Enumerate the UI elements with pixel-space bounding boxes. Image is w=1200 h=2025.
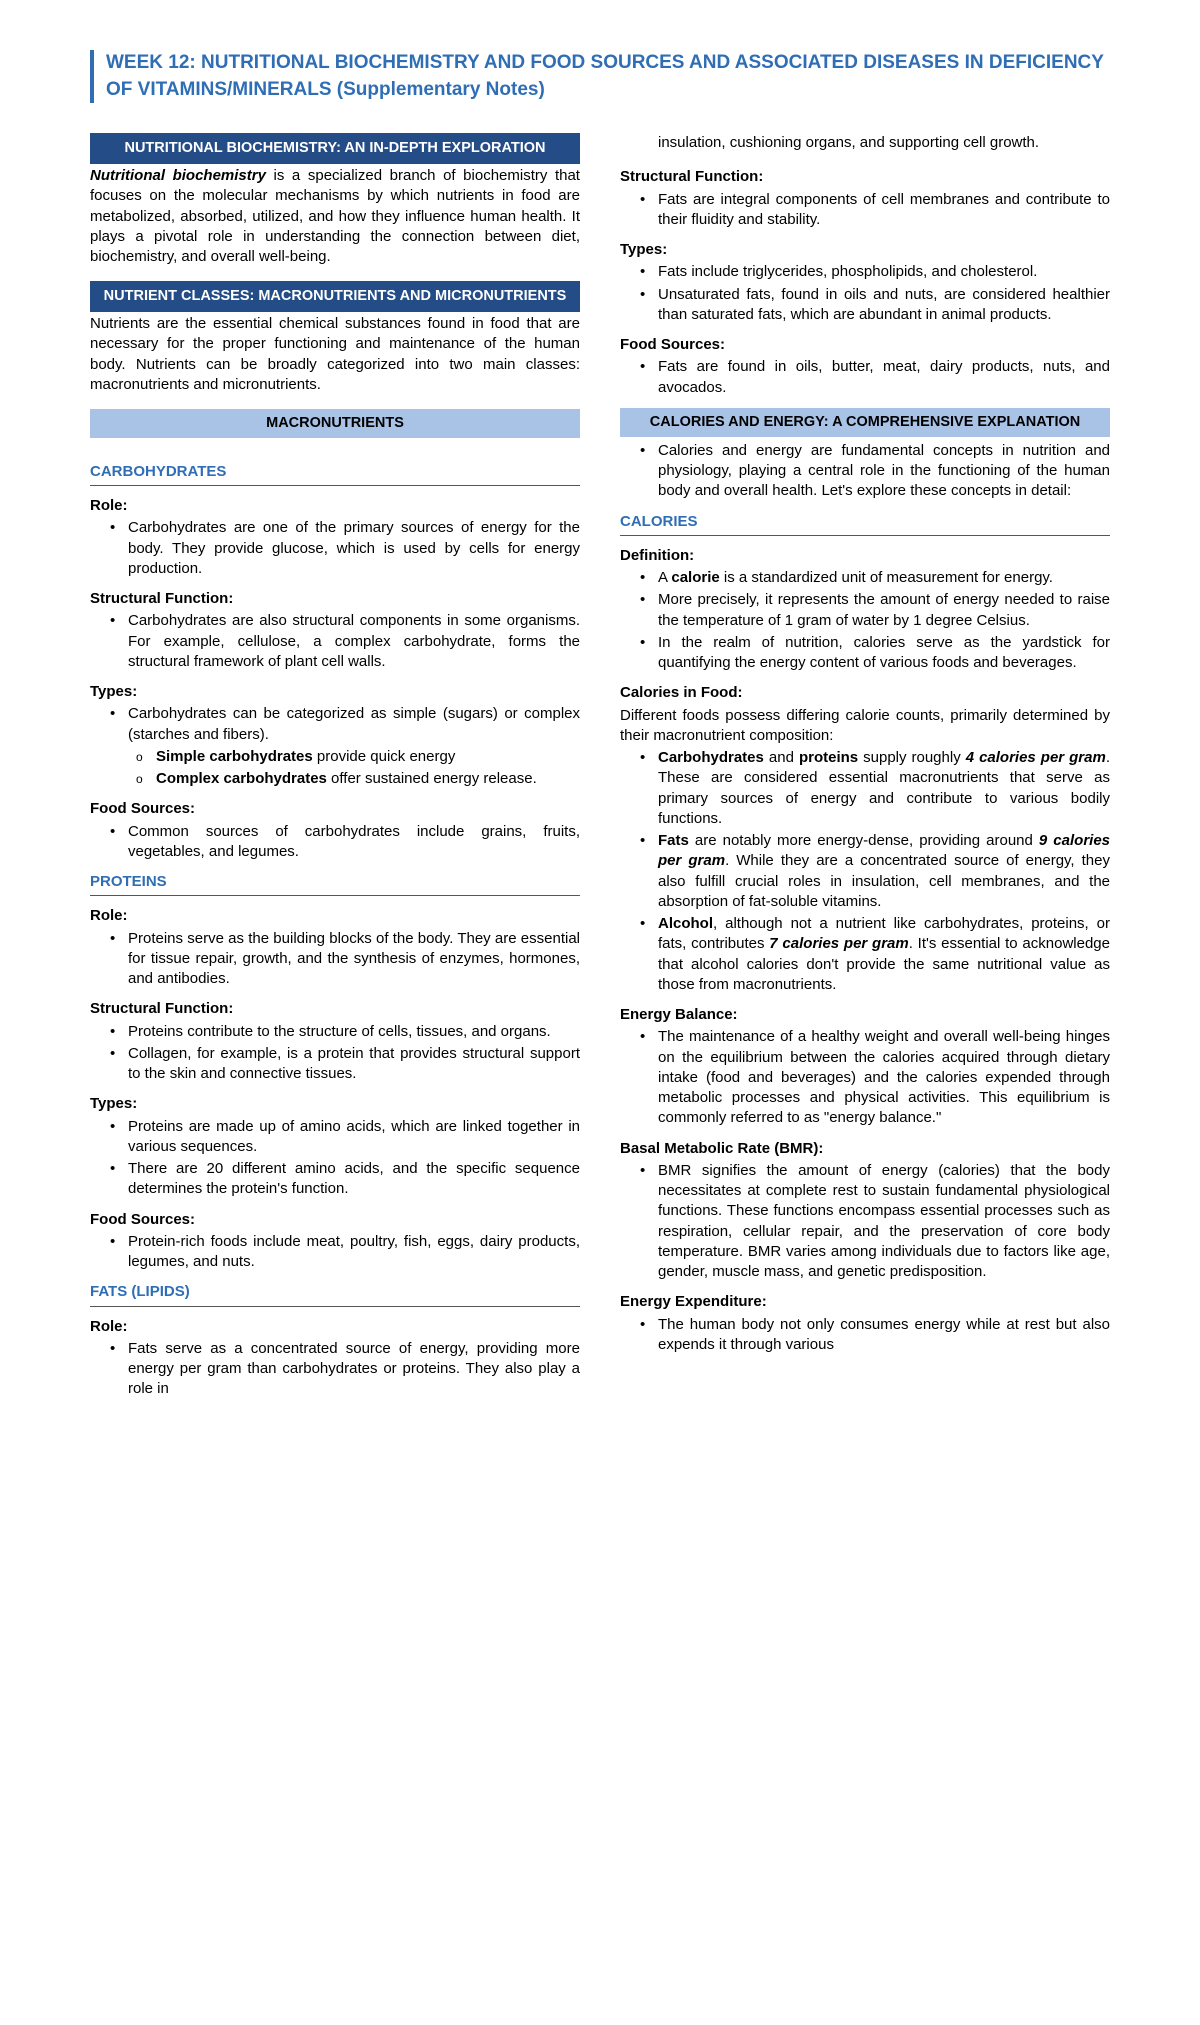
left-column: NUTRITIONAL BIOCHEMISTRY: AN IN-DEPTH EX… xyxy=(90,133,580,1410)
cal-food-intro: Different foods possess differing calori… xyxy=(620,706,1110,747)
list-item: Common sources of carbohydrates include … xyxy=(128,822,580,863)
label-fats-types: Types: xyxy=(620,240,1110,260)
list-carb-fs: Common sources of carbohydrates include … xyxy=(90,822,580,863)
list-cal-intro: Calories and energy are fundamental conc… xyxy=(620,441,1110,502)
section-header-nutrient-classes: NUTRIENT CLASSES: MACRONUTRIENTS AND MIC… xyxy=(90,281,580,312)
list-fats-role: Fats serve as a concentrated source of e… xyxy=(90,1339,580,1400)
section-header-calories-energy: CALORIES AND ENERGY: A COMPREHENSIVE EXP… xyxy=(620,408,1110,437)
label-bmr: Basal Metabolic Rate (BMR): xyxy=(620,1139,1110,1159)
list-prot-types: Proteins are made up of amino acids, whi… xyxy=(90,1117,580,1200)
list-item: Protein-rich foods include meat, poultry… xyxy=(128,1232,580,1273)
list-item: Unsaturated fats, found in oils and nuts… xyxy=(658,285,1110,326)
list-item: Carbohydrates are also structural compon… xyxy=(128,611,580,672)
list-item: A calorie is a standardized unit of meas… xyxy=(658,568,1110,588)
subhead-fats: FATS (LIPIDS) xyxy=(90,1282,580,1306)
list-item: Proteins are made up of amino acids, whi… xyxy=(128,1117,580,1158)
list-item: Proteins contribute to the structure of … xyxy=(128,1022,580,1042)
label-prot-sf: Structural Function: xyxy=(90,999,580,1019)
label-cal-food: Calories in Food: xyxy=(620,683,1110,703)
list-item: Complex carbohydrates offer sustained en… xyxy=(156,769,580,789)
list-item: More precisely, it represents the amount… xyxy=(658,590,1110,631)
intro-lead: Nutritional biochemistry xyxy=(90,167,266,184)
label-carb-role: Role: xyxy=(90,496,580,516)
label-energy-expenditure: Energy Expenditure: xyxy=(620,1292,1110,1312)
list-energy-balance: The maintenance of a healthy weight and … xyxy=(620,1027,1110,1128)
list-energy-expenditure: The human body not only consumes energy … xyxy=(620,1315,1110,1356)
list-item: Collagen, for example, is a protein that… xyxy=(128,1044,580,1085)
subhead-proteins: PROTEINS xyxy=(90,872,580,896)
list-item: Fats serve as a concentrated source of e… xyxy=(128,1339,580,1400)
page-title: WEEK 12: NUTRITIONAL BIOCHEMISTRY AND FO… xyxy=(90,50,1110,103)
list-item: Fats are notably more energy-dense, prov… xyxy=(658,831,1110,912)
list-item: Calories and energy are fundamental conc… xyxy=(658,441,1110,502)
subhead-calories: CALORIES xyxy=(620,512,1110,536)
list-item: Alcohol, although not a nutrient like ca… xyxy=(658,914,1110,995)
nutrient-classes-paragraph: Nutrients are the essential chemical sub… xyxy=(90,314,580,395)
list-fats-sf: Fats are integral components of cell mem… xyxy=(620,190,1110,231)
label-fats-sf: Structural Function: xyxy=(620,167,1110,187)
list-item: Carbohydrates can be categorized as simp… xyxy=(128,704,580,789)
list-fats-fs: Fats are found in oils, butter, meat, da… xyxy=(620,357,1110,398)
section-header-macronutrients: MACRONUTRIENTS xyxy=(90,409,580,438)
intro-paragraph: Nutritional biochemistry is a specialize… xyxy=(90,166,580,267)
list-prot-fs: Protein-rich foods include meat, poultry… xyxy=(90,1232,580,1273)
list-item: Carbohydrates and proteins supply roughl… xyxy=(658,748,1110,829)
list-item: Fats are found in oils, butter, meat, da… xyxy=(658,357,1110,398)
section-header-intro: NUTRITIONAL BIOCHEMISTRY: AN IN-DEPTH EX… xyxy=(90,133,580,164)
label-carb-fs: Food Sources: xyxy=(90,799,580,819)
list-item: The maintenance of a healthy weight and … xyxy=(658,1027,1110,1128)
list-fats-types: Fats include triglycerides, phospholipid… xyxy=(620,262,1110,325)
list-cal-def: A calorie is a standardized unit of meas… xyxy=(620,568,1110,673)
list-cal-food: Carbohydrates and proteins supply roughl… xyxy=(620,748,1110,995)
label-cal-def: Definition: xyxy=(620,546,1110,566)
list-item: There are 20 different amino acids, and … xyxy=(128,1159,580,1200)
list-item: Simple carbohydrates provide quick energ… xyxy=(156,747,580,767)
list-item: Fats include triglycerides, phospholipid… xyxy=(658,262,1110,282)
list-carb-types: Carbohydrates can be categorized as simp… xyxy=(90,704,580,789)
list-item: BMR signifies the amount of energy (calo… xyxy=(658,1161,1110,1283)
label-fats-role: Role: xyxy=(90,1317,580,1337)
sublist-carb-types: Simple carbohydrates provide quick energ… xyxy=(128,747,580,790)
list-item: Carbohydrates are one of the primary sou… xyxy=(128,518,580,579)
right-column: insulation, cushioning organs, and suppo… xyxy=(620,133,1110,1410)
list-bmr: BMR signifies the amount of energy (calo… xyxy=(620,1161,1110,1283)
label-energy-balance: Energy Balance: xyxy=(620,1005,1110,1025)
label-prot-fs: Food Sources: xyxy=(90,1210,580,1230)
label-prot-types: Types: xyxy=(90,1094,580,1114)
list-item: The human body not only consumes energy … xyxy=(658,1315,1110,1356)
list-item: Fats are integral components of cell mem… xyxy=(658,190,1110,231)
two-column-layout: NUTRITIONAL BIOCHEMISTRY: AN IN-DEPTH EX… xyxy=(90,133,1110,1410)
label-carb-sf: Structural Function: xyxy=(90,589,580,609)
label-carb-types: Types: xyxy=(90,682,580,702)
list-item: Proteins serve as the building blocks of… xyxy=(128,929,580,990)
label-fats-fs: Food Sources: xyxy=(620,335,1110,355)
fats-role-continuation: insulation, cushioning organs, and suppo… xyxy=(620,133,1110,153)
label-prot-role: Role: xyxy=(90,906,580,926)
list-prot-sf: Proteins contribute to the structure of … xyxy=(90,1022,580,1085)
list-carb-sf: Carbohydrates are also structural compon… xyxy=(90,611,580,672)
list-item: In the realm of nutrition, calories serv… xyxy=(658,633,1110,674)
list-prot-role: Proteins serve as the building blocks of… xyxy=(90,929,580,990)
list-carb-role: Carbohydrates are one of the primary sou… xyxy=(90,518,580,579)
subhead-carbohydrates: CARBOHYDRATES xyxy=(90,462,580,486)
